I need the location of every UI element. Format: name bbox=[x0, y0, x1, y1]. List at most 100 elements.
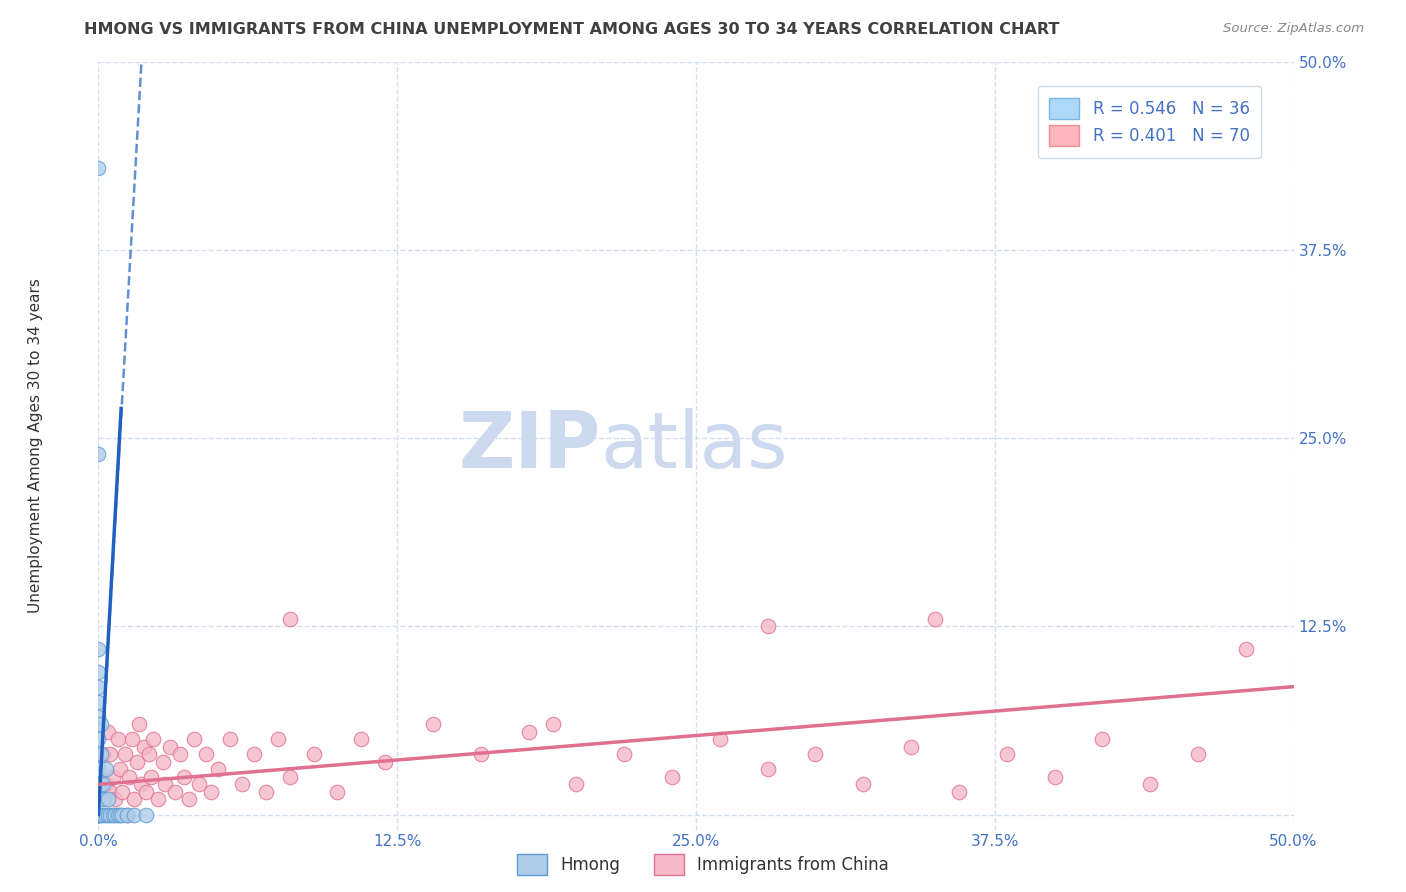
Point bbox=[104, 792, 127, 806]
Point bbox=[87, 446, 110, 460]
Legend: R = 0.546   N = 36, R = 0.401   N = 70: R = 0.546 N = 36, R = 0.401 N = 70 bbox=[1038, 87, 1261, 158]
Point bbox=[115, 807, 138, 822]
Point bbox=[374, 755, 396, 769]
Point bbox=[254, 785, 277, 799]
Point bbox=[187, 777, 209, 791]
Point bbox=[97, 724, 120, 739]
Point bbox=[121, 732, 143, 747]
Point bbox=[179, 792, 201, 806]
Point bbox=[138, 747, 160, 762]
Point bbox=[422, 717, 444, 731]
Point bbox=[1091, 732, 1114, 747]
Point bbox=[995, 747, 1018, 762]
Point bbox=[470, 747, 492, 762]
Point bbox=[87, 807, 110, 822]
Point bbox=[350, 732, 373, 747]
Point bbox=[97, 807, 120, 822]
Point bbox=[91, 747, 114, 762]
Point bbox=[135, 785, 157, 799]
Point bbox=[132, 739, 155, 754]
Text: atlas: atlas bbox=[600, 408, 787, 484]
Point bbox=[111, 785, 134, 799]
Point bbox=[91, 777, 114, 791]
Point bbox=[148, 792, 170, 806]
Point bbox=[101, 770, 124, 784]
Point bbox=[87, 161, 110, 175]
Point bbox=[87, 792, 110, 806]
Point bbox=[98, 785, 122, 799]
Point bbox=[124, 792, 146, 806]
Point bbox=[173, 770, 195, 784]
Point bbox=[169, 747, 191, 762]
Point bbox=[94, 763, 117, 777]
Point bbox=[1043, 770, 1066, 784]
Point bbox=[278, 770, 301, 784]
Point bbox=[756, 619, 779, 633]
Point bbox=[87, 807, 110, 822]
Point bbox=[124, 807, 146, 822]
Point bbox=[90, 717, 112, 731]
Point bbox=[159, 739, 181, 754]
Point bbox=[207, 763, 229, 777]
Point bbox=[87, 695, 110, 709]
Point bbox=[87, 807, 110, 822]
Point bbox=[231, 777, 253, 791]
Point bbox=[87, 807, 110, 822]
Point bbox=[852, 777, 875, 791]
Point bbox=[91, 792, 114, 806]
Point bbox=[101, 807, 124, 822]
Point bbox=[87, 732, 110, 747]
Point bbox=[326, 785, 349, 799]
Point bbox=[94, 807, 117, 822]
Point bbox=[87, 642, 110, 657]
Point bbox=[924, 612, 946, 626]
Point bbox=[243, 747, 266, 762]
Point bbox=[108, 763, 131, 777]
Point bbox=[1234, 642, 1257, 657]
Point bbox=[756, 763, 779, 777]
Point bbox=[139, 770, 162, 784]
Legend: Hmong, Immigrants from China: Hmong, Immigrants from China bbox=[509, 846, 897, 884]
Point bbox=[115, 807, 138, 822]
Point bbox=[661, 770, 683, 784]
Point bbox=[118, 770, 141, 784]
Point bbox=[87, 777, 110, 791]
Point bbox=[108, 807, 131, 822]
Point bbox=[565, 777, 588, 791]
Point bbox=[267, 732, 290, 747]
Text: ZIP: ZIP bbox=[458, 408, 600, 484]
Point bbox=[302, 747, 325, 762]
Point bbox=[94, 777, 117, 791]
Point bbox=[183, 732, 205, 747]
Point bbox=[900, 739, 922, 754]
Point bbox=[200, 785, 222, 799]
Point bbox=[97, 792, 120, 806]
Point bbox=[128, 717, 150, 731]
Point bbox=[87, 680, 110, 694]
Point bbox=[90, 807, 112, 822]
Point bbox=[87, 792, 110, 806]
Point bbox=[87, 770, 110, 784]
Point bbox=[98, 807, 122, 822]
Point bbox=[1187, 747, 1209, 762]
Point bbox=[91, 807, 114, 822]
Point bbox=[278, 612, 301, 626]
Point bbox=[142, 732, 165, 747]
Point bbox=[163, 785, 186, 799]
Point bbox=[104, 807, 127, 822]
Point bbox=[131, 777, 153, 791]
Point bbox=[98, 747, 122, 762]
Point bbox=[541, 717, 564, 731]
Point bbox=[90, 777, 112, 791]
Point bbox=[87, 763, 110, 777]
Point bbox=[195, 747, 218, 762]
Point bbox=[114, 747, 136, 762]
Text: Source: ZipAtlas.com: Source: ZipAtlas.com bbox=[1223, 22, 1364, 36]
Point bbox=[87, 807, 110, 822]
Point bbox=[111, 807, 134, 822]
Text: HMONG VS IMMIGRANTS FROM CHINA UNEMPLOYMENT AMONG AGES 30 TO 34 YEARS CORRELATIO: HMONG VS IMMIGRANTS FROM CHINA UNEMPLOYM… bbox=[84, 22, 1060, 37]
Point bbox=[1139, 777, 1161, 791]
Point bbox=[152, 755, 174, 769]
Point bbox=[135, 807, 157, 822]
Point bbox=[87, 665, 110, 679]
